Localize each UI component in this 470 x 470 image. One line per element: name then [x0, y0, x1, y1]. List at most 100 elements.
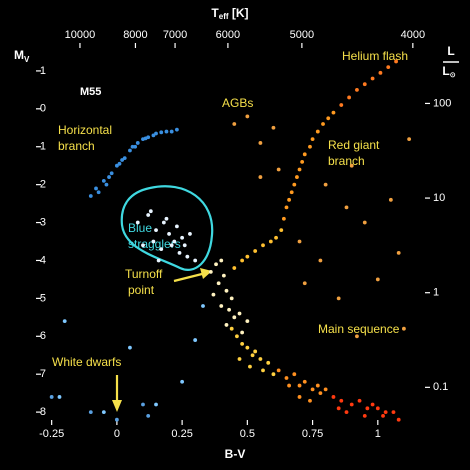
star-point: [240, 330, 245, 335]
star-point: [362, 220, 367, 225]
star-point: [120, 158, 125, 162]
star-point: [326, 116, 331, 121]
star-point: [114, 163, 119, 168]
star-point: [383, 410, 388, 415]
star-point: [193, 338, 198, 342]
star-point: [339, 103, 344, 107]
star-point: [57, 395, 62, 399]
star-point: [180, 235, 185, 240]
star-point: [297, 383, 302, 388]
star-point: [271, 125, 276, 130]
star-point: [396, 417, 401, 422]
star-point: [232, 315, 237, 320]
star-point: [318, 258, 323, 263]
star-point: [292, 182, 297, 187]
star-point: [96, 190, 101, 195]
star-point: [62, 319, 67, 324]
star-point: [253, 249, 258, 253]
annotation: Red giant: [328, 138, 380, 152]
arrows: [112, 268, 212, 412]
y-tick-label: 2: [40, 179, 46, 191]
star-point: [104, 182, 109, 187]
annotation: point: [128, 283, 155, 297]
star-point: [407, 137, 412, 142]
star-point: [237, 311, 242, 316]
star-point: [355, 334, 359, 339]
star-point: [339, 398, 344, 403]
x2-tick-label: 6000: [216, 29, 240, 41]
cluster-name: M55: [80, 86, 101, 98]
star-point: [302, 281, 307, 286]
y-tick-label: 8: [40, 406, 46, 418]
star-point: [274, 235, 278, 240]
star-point: [237, 357, 242, 361]
y-tick-label: -1: [36, 65, 46, 77]
star-point: [287, 197, 291, 202]
star-point: [177, 250, 182, 255]
star-point: [211, 292, 216, 297]
x-tick-label: 0: [114, 428, 120, 440]
star-point: [245, 345, 250, 350]
star-point: [391, 410, 396, 415]
star-point: [232, 122, 237, 126]
annotation: branch: [328, 154, 365, 168]
star-point: [289, 190, 294, 195]
star-point: [378, 70, 383, 75]
star-point: [164, 129, 169, 134]
star-point: [156, 258, 161, 263]
star-point: [245, 254, 250, 259]
annotation: stragglers: [128, 237, 181, 251]
star-point: [344, 410, 349, 415]
star-point: [107, 175, 111, 179]
star-point: [159, 247, 164, 251]
star-point: [216, 281, 221, 286]
star-point: [300, 160, 305, 164]
star-point: [281, 216, 286, 221]
straggler-outline: [120, 185, 214, 271]
star-point: [172, 239, 177, 244]
y-tick-label: 5: [40, 292, 46, 304]
y-tick-label: 4: [40, 254, 46, 266]
annotation: AGBs: [222, 96, 253, 110]
y-tick-label: 6: [40, 330, 46, 342]
star-point: [370, 76, 375, 81]
star-point: [128, 345, 132, 350]
arrow-head: [200, 268, 212, 279]
star-point: [227, 307, 231, 312]
star-point: [101, 410, 106, 415]
star-point: [175, 224, 179, 229]
star-point: [193, 258, 198, 263]
star-point: [297, 239, 302, 244]
x2-tick-label: 8000: [123, 29, 147, 41]
annotation: White dwarfs: [52, 355, 121, 369]
top-axis-title: Teff [K]: [211, 6, 248, 21]
star-point: [159, 130, 164, 135]
star-point: [169, 129, 174, 134]
star-point: [248, 364, 252, 369]
star-point: [250, 353, 255, 358]
star-point: [402, 326, 406, 331]
star-point: [240, 341, 245, 346]
annotation: Helium flash: [342, 49, 408, 63]
star-point: [268, 239, 273, 244]
star-point: [240, 258, 245, 263]
star-point: [336, 296, 341, 301]
star-point: [161, 220, 166, 225]
star-point: [388, 197, 393, 202]
star-point: [362, 414, 367, 418]
star-point: [336, 406, 341, 411]
star-point: [221, 273, 226, 278]
x-tick-label: 0.5: [240, 428, 255, 440]
star-point: [208, 269, 213, 274]
x-tick-label: -0.25: [39, 428, 64, 440]
star-point: [109, 171, 114, 176]
star-point: [370, 402, 375, 407]
star-point: [135, 220, 140, 225]
star-point: [394, 59, 398, 64]
star-point: [154, 228, 158, 233]
x-tick-label: 0.25: [171, 428, 192, 440]
x2-tick-label: 10000: [65, 29, 96, 41]
star-point: [135, 141, 140, 145]
star-point: [349, 402, 354, 407]
